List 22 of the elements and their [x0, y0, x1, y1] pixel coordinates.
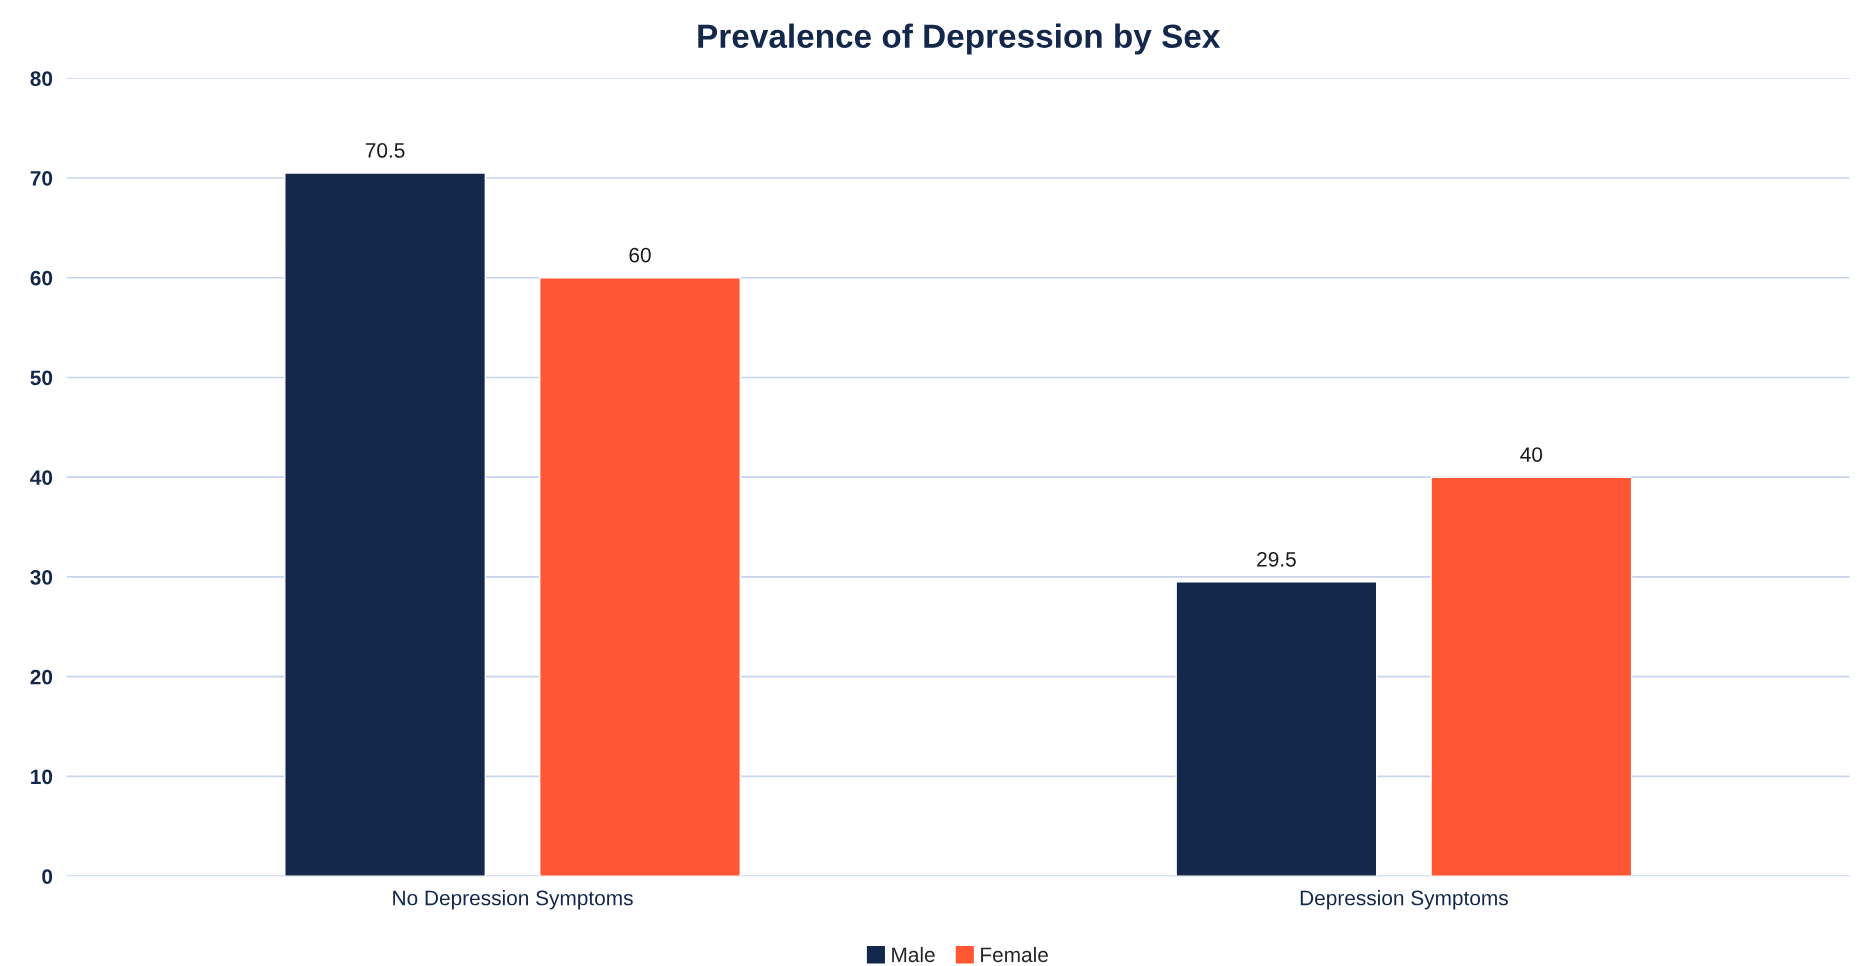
y-tick-label: 20 — [30, 669, 53, 685]
y-tick-label: 40 — [30, 470, 53, 485]
y-tick-label: 10 — [31, 769, 53, 785]
y-tick-label: 0 — [42, 869, 53, 884]
legend-label: Female — [981, 946, 1048, 963]
y-tick-label: 80 — [30, 71, 53, 86]
y-tick-label: 30 — [30, 569, 53, 585]
data-label: 60 — [629, 247, 651, 263]
x-tick-label: Depression Symptoms — [1300, 890, 1508, 910]
bar — [284, 172, 487, 877]
legend-label: Male — [892, 946, 935, 963]
data-label: 70.5 — [365, 143, 405, 158]
data-label: 40 — [1520, 447, 1543, 462]
bar — [1175, 581, 1378, 877]
chart-title: Prevalence of Depression by Sex — [698, 23, 1221, 55]
y-tick-label: 70 — [30, 170, 53, 186]
bar — [1430, 476, 1633, 877]
y-tick-label: 50 — [30, 370, 53, 386]
x-tick-label: No Depression Symptoms — [393, 890, 633, 910]
data-label: 29.5 — [1257, 551, 1296, 567]
bar — [539, 277, 741, 877]
y-tick-label: 60 — [30, 270, 53, 286]
